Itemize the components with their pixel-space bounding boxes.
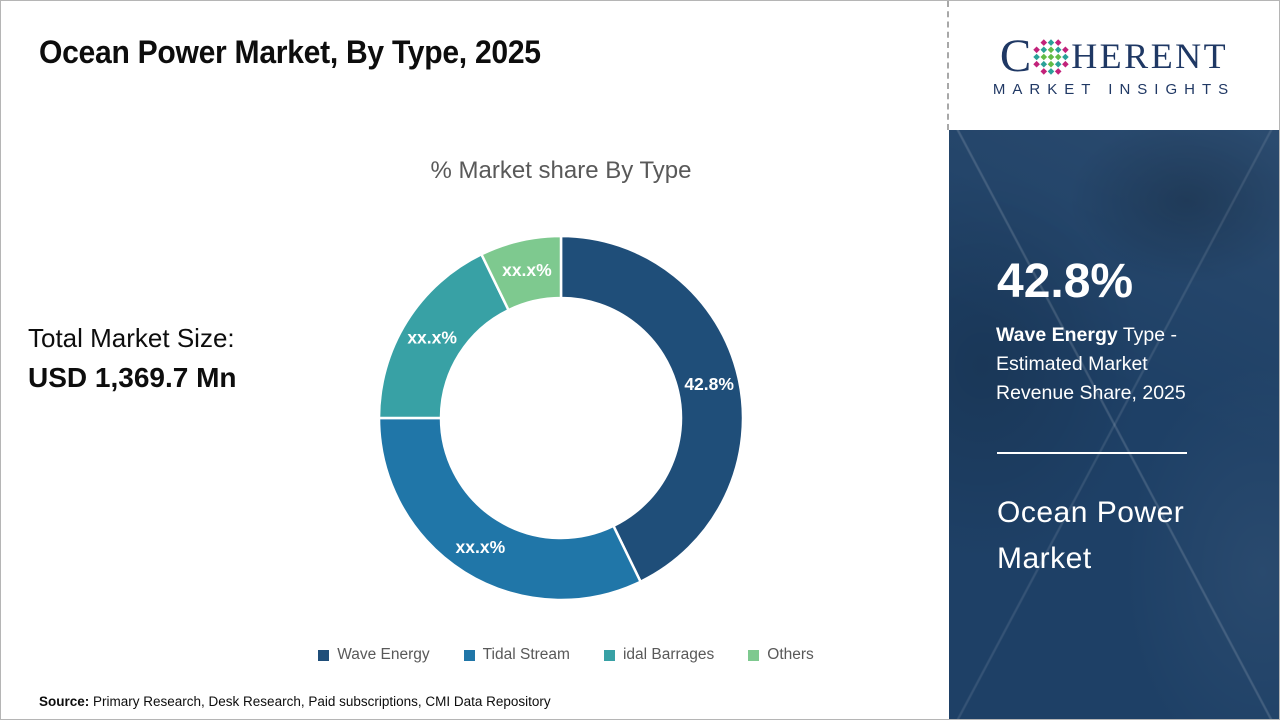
globe-dot: [1033, 53, 1041, 60]
legend-swatch-icon: [318, 649, 330, 661]
globe-dot: [1055, 38, 1062, 46]
legend-item-others: Others: [748, 646, 814, 664]
donut-chart: 42.8% xx.x% xx.x% xx.x%: [377, 234, 745, 602]
source-text: Primary Research, Desk Research, Paid su…: [89, 694, 551, 709]
globe-dot: [1055, 53, 1062, 60]
logo-brand-text: HERENT: [1071, 36, 1229, 77]
total-market-size-value: USD 1,369.7 Mn: [28, 362, 237, 393]
globe-dot: [1055, 67, 1062, 75]
chart-legend: Wave Energy Tidal Stream idal Barrages Othe…: [1, 646, 1131, 664]
globe-dot: [1033, 60, 1041, 68]
globe-dot: [1047, 45, 1055, 53]
globe-dot: [1040, 53, 1048, 60]
legend-swatch-icon: [463, 649, 475, 661]
legend-item-tidal-stream: Tidal Stream: [463, 646, 570, 664]
logo-divider-dashed-line: [947, 1, 949, 130]
panel-market-name: Ocean Power Market: [997, 496, 1185, 575]
legend-label: Others: [767, 646, 814, 663]
source-line: Source: Primary Research, Desk Research,…: [39, 694, 551, 709]
globe-dot: [1047, 60, 1055, 68]
panel-headline-share: 42.8%: [997, 255, 1134, 308]
globe-dot: [1040, 60, 1048, 68]
globe-dot: [1040, 67, 1048, 75]
globe-dot: [1062, 45, 1069, 53]
total-market-size-block: Total Market Size: USD 1,369.7 Mn: [28, 323, 237, 394]
donut-slice-wave-energy: [559, 234, 745, 584]
globe-dot: [1047, 67, 1055, 75]
chart-title: % Market share By Type: [430, 157, 692, 184]
globe-dot: [1033, 45, 1041, 53]
slice-label-others: xx.x%: [502, 260, 552, 280]
globe-dot: [1040, 45, 1048, 53]
donut-slice-others: [479, 234, 563, 312]
globe-dot: [1055, 45, 1062, 53]
total-market-size-label: Total Market Size:: [28, 323, 235, 353]
logo-subtitle: MARKET INSIGHTS: [992, 81, 1236, 99]
legend-label: idal Barrages: [622, 646, 715, 663]
donut-chart-wrap: 42.8% xx.x% xx.x% xx.x%: [351, 208, 771, 628]
globe-dot: [1040, 38, 1048, 46]
slice-label-idal-barrages: xx.x%: [407, 327, 457, 347]
panel-description-bold: Wave Energy: [996, 324, 1118, 346]
slice-label-tidal-stream: xx.x%: [456, 537, 506, 557]
globe-dot: [1047, 38, 1055, 46]
donut-slice-tidal-stream: [377, 416, 643, 602]
legend-swatch-icon: [748, 649, 760, 661]
legend-item-idal-barrages: idal Barrages: [603, 646, 715, 664]
legend-item-wave-energy: Wave Energy: [318, 646, 430, 664]
globe-dot: [1055, 60, 1062, 68]
legend-label: Wave Energy: [337, 646, 430, 663]
globe-dot: [1062, 60, 1069, 68]
panel-divider-line: [997, 452, 1187, 454]
panel-description-rest: Type - Estimated Market Revenue Share, 2…: [996, 324, 1186, 404]
page-title: Ocean Power Market, By Type, 2025: [39, 34, 541, 70]
right-highlight-panel: 42.8% Wave Energy Type - Estimated Marke…: [949, 130, 1279, 719]
slice-label-wave-energy: 42.8%: [684, 374, 734, 394]
logo-brand-line: C HERENT: [999, 29, 1229, 82]
globe-dot: [1047, 53, 1055, 60]
coherent-market-insights-logo: C HERENT MARKET INSIGHTS: [949, 1, 1279, 130]
legend-swatch-icon: [603, 649, 615, 661]
globe-dot: [1062, 53, 1069, 60]
legend-label: Tidal Stream: [482, 646, 570, 663]
globe-dots-icon: [1033, 38, 1069, 75]
source-label: Source:: [39, 694, 90, 709]
logo-letter-c: C: [999, 29, 1032, 82]
panel-description: Wave Energy Type - Estimated Market Reve…: [996, 321, 1226, 408]
